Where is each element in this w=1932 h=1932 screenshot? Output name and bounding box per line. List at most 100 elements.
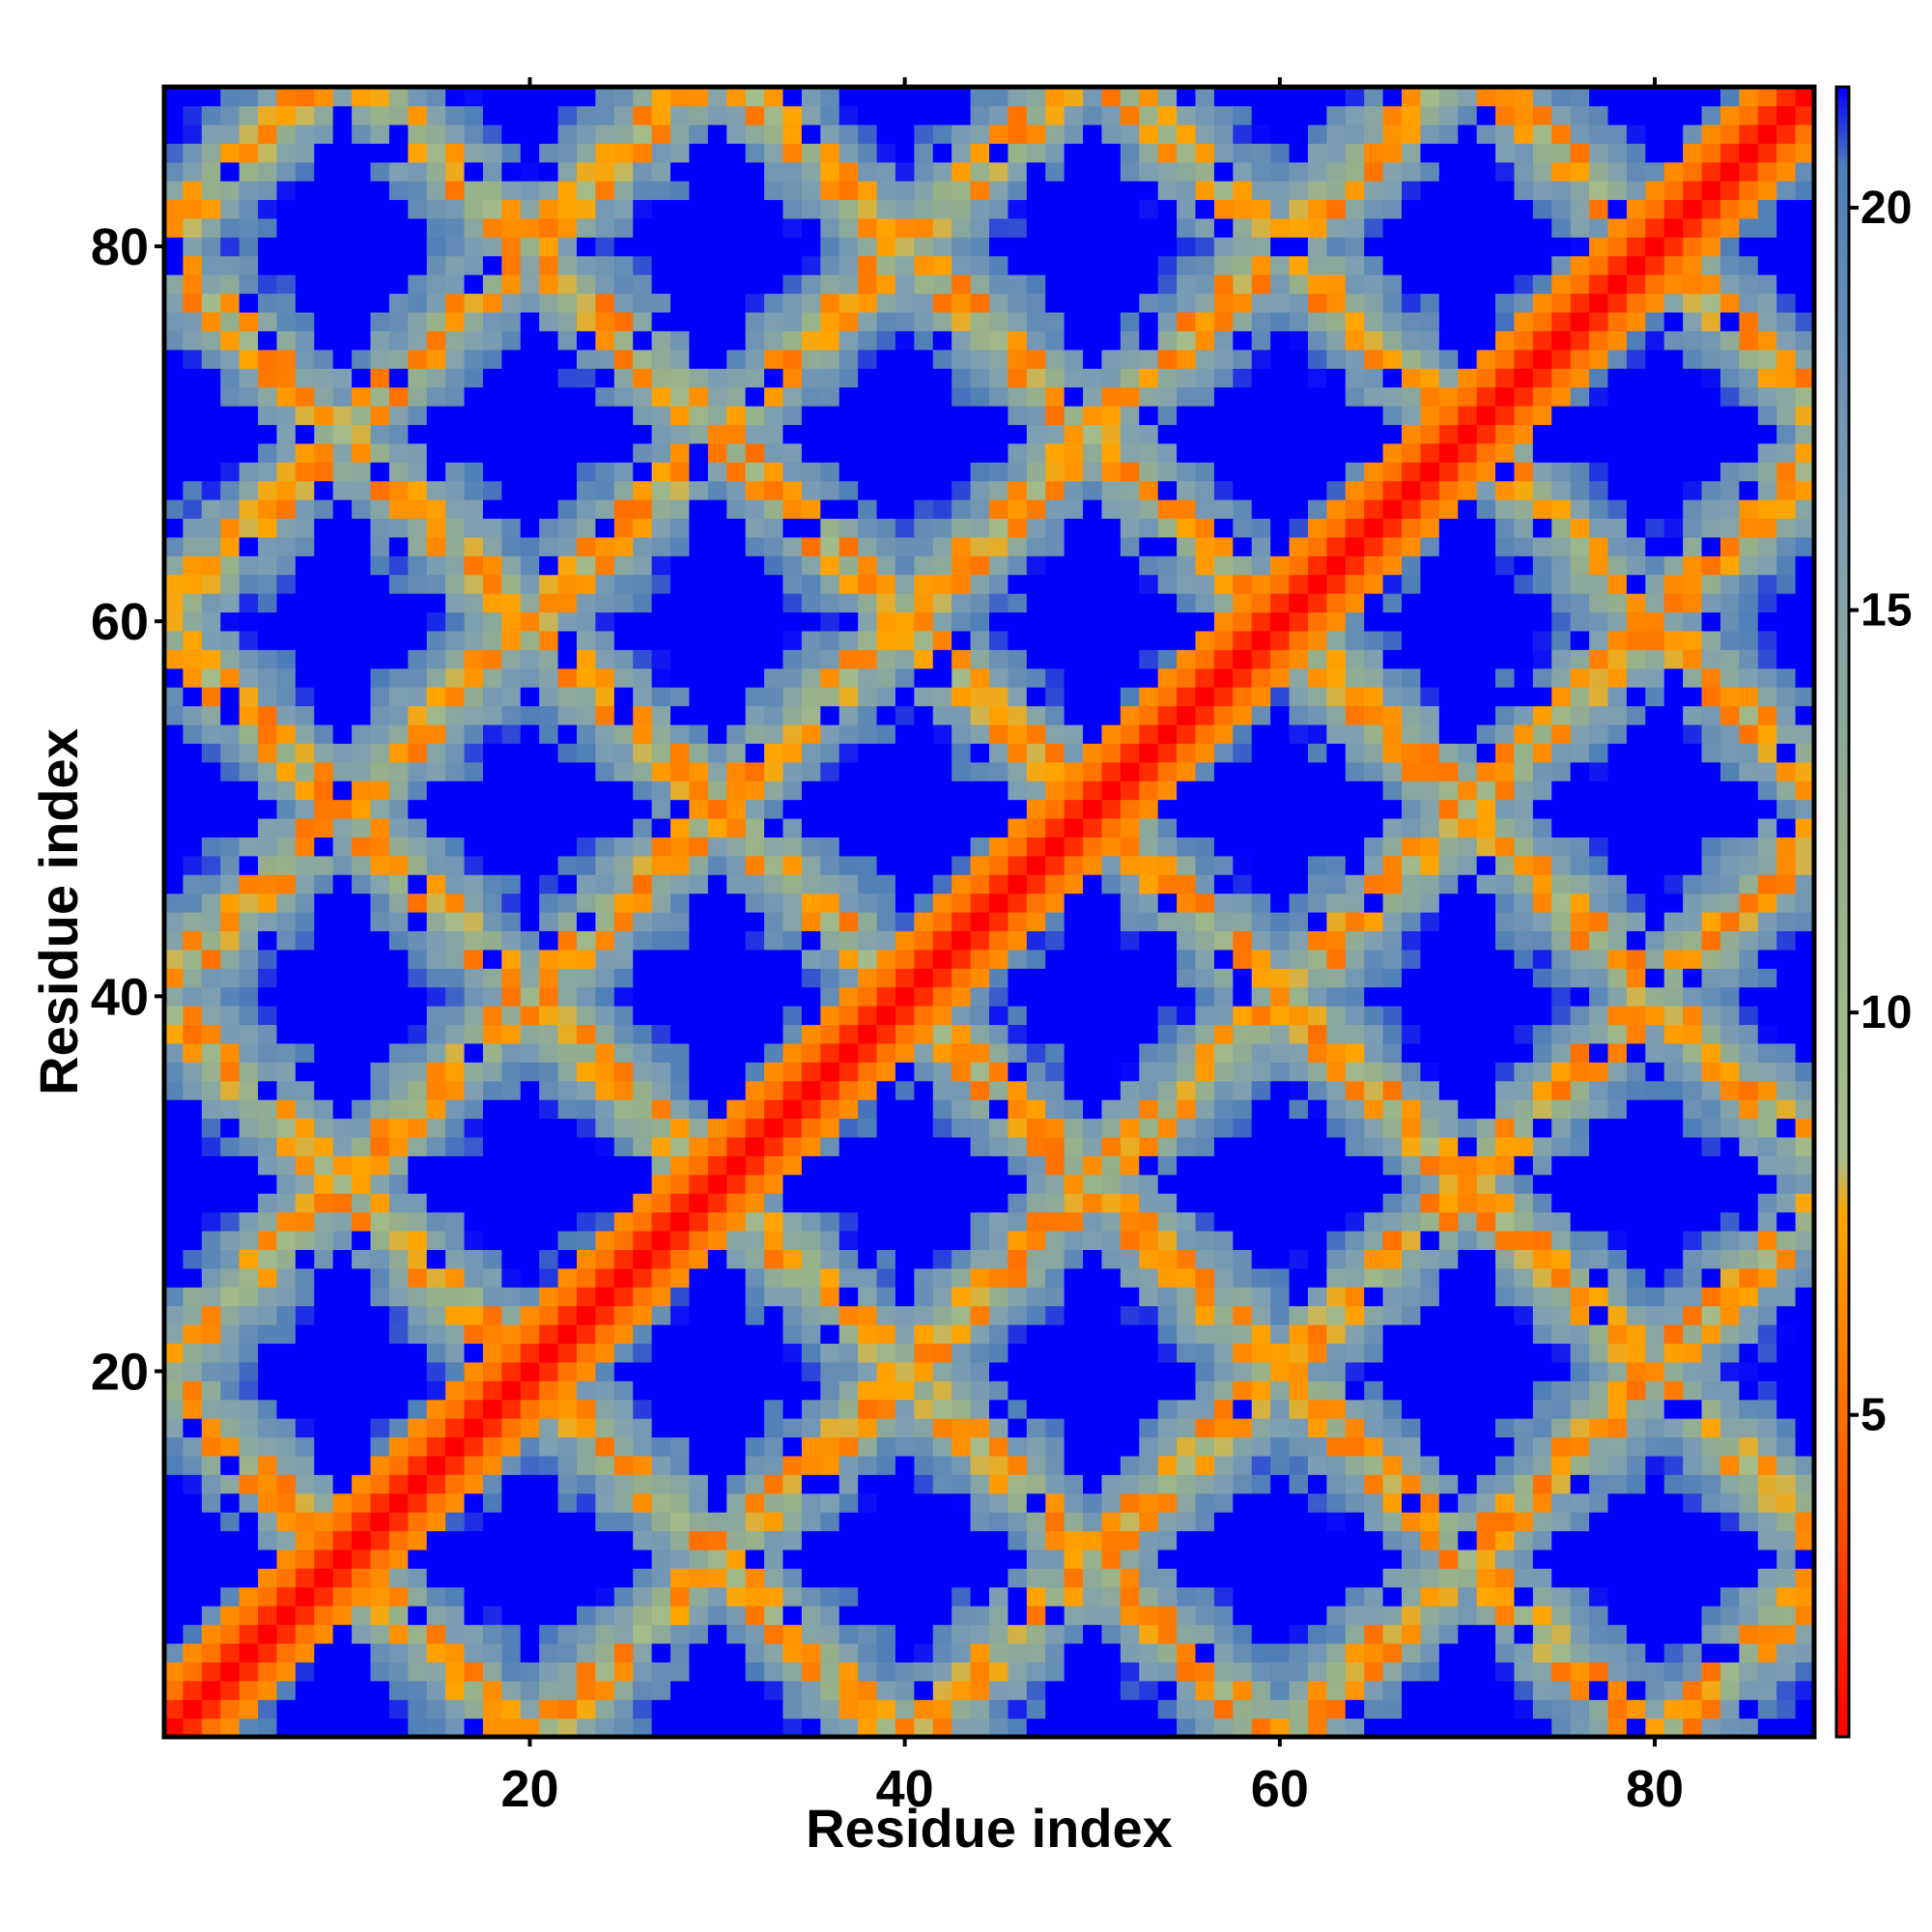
heatmap-cell bbox=[314, 1305, 334, 1325]
heatmap-cell bbox=[1514, 1586, 1534, 1606]
heatmap-cell bbox=[370, 968, 390, 988]
heatmap-cell bbox=[1476, 1343, 1496, 1363]
heatmap-cell bbox=[1120, 1699, 1140, 1719]
heatmap-cell bbox=[1101, 1605, 1122, 1626]
heatmap-cell bbox=[1514, 949, 1534, 969]
heatmap-cell bbox=[1776, 817, 1797, 838]
heatmap-cell bbox=[1233, 1080, 1253, 1100]
heatmap-cell bbox=[1551, 1474, 1572, 1494]
heatmap-cell bbox=[1776, 949, 1797, 969]
heatmap-cell bbox=[1064, 1080, 1084, 1100]
heatmap-cell bbox=[1570, 1680, 1590, 1700]
heatmap-cell bbox=[276, 1287, 297, 1307]
heatmap-cell bbox=[426, 1287, 446, 1307]
heatmap-cell bbox=[876, 1006, 896, 1026]
heatmap-cell bbox=[1195, 912, 1215, 932]
heatmap-cell bbox=[651, 1699, 671, 1719]
heatmap-cell bbox=[314, 1455, 334, 1475]
heatmap-cell bbox=[426, 1136, 446, 1156]
heatmap-cell bbox=[577, 874, 597, 895]
heatmap-cell bbox=[801, 1380, 821, 1401]
heatmap-cell bbox=[1064, 1174, 1084, 1194]
heatmap-cell bbox=[520, 705, 540, 725]
heatmap-cell bbox=[670, 1474, 691, 1494]
heatmap-cell bbox=[895, 912, 915, 932]
heatmap-cell bbox=[1719, 1399, 1740, 1419]
heatmap-cell bbox=[220, 1624, 241, 1644]
heatmap-cell bbox=[1663, 1530, 1684, 1550]
heatmap-cell bbox=[1289, 799, 1309, 819]
heatmap-cell bbox=[408, 1343, 428, 1363]
heatmap-cell bbox=[164, 837, 185, 857]
heatmap-cell bbox=[1683, 1118, 1703, 1138]
heatmap-cell bbox=[764, 1006, 784, 1026]
heatmap-cell bbox=[314, 1193, 334, 1213]
heatmap-cell bbox=[445, 1361, 466, 1381]
heatmap-cell bbox=[426, 1193, 446, 1213]
heatmap-cell bbox=[989, 837, 1009, 857]
heatmap-cell bbox=[1663, 1042, 1684, 1063]
heatmap-cell bbox=[1626, 874, 1646, 895]
heatmap-cell bbox=[408, 893, 428, 913]
heatmap-cell bbox=[1476, 1099, 1496, 1120]
heatmap-cell bbox=[1626, 1099, 1646, 1120]
heatmap-cell bbox=[670, 761, 691, 781]
heatmap-cell bbox=[858, 1699, 878, 1719]
heatmap-cell bbox=[426, 1530, 446, 1550]
heatmap-cell bbox=[1382, 1418, 1403, 1438]
heatmap-cell bbox=[764, 1436, 784, 1457]
heatmap-cell bbox=[1739, 1099, 1759, 1120]
heatmap-cell bbox=[276, 1174, 297, 1194]
heatmap-cell bbox=[932, 1399, 952, 1419]
heatmap-cell bbox=[1739, 1249, 1759, 1269]
heatmap-cell bbox=[332, 1699, 353, 1719]
heatmap-cell bbox=[1757, 799, 1777, 819]
heatmap-cell bbox=[1345, 781, 1365, 801]
heatmap-cell bbox=[595, 1642, 615, 1662]
heatmap-cell bbox=[726, 1118, 747, 1138]
heatmap-cell bbox=[820, 837, 840, 857]
heatmap-cell bbox=[1476, 1305, 1496, 1325]
heatmap-cell bbox=[670, 1287, 691, 1307]
heatmap-cell bbox=[1120, 949, 1140, 969]
heatmap-cell bbox=[670, 1718, 691, 1738]
heatmap-cell bbox=[370, 781, 390, 801]
heatmap-cell bbox=[239, 1305, 259, 1325]
heatmap-cell bbox=[838, 1042, 859, 1063]
heatmap-cell bbox=[970, 1024, 990, 1044]
heatmap-cell bbox=[1157, 837, 1178, 857]
heatmap-cell bbox=[1663, 1399, 1684, 1419]
heatmap-cell bbox=[370, 743, 390, 763]
heatmap-cell bbox=[1064, 1474, 1084, 1494]
heatmap-cell bbox=[426, 1605, 446, 1626]
heatmap-cell bbox=[314, 817, 334, 838]
heatmap-cell bbox=[1139, 1155, 1159, 1176]
heatmap-cell bbox=[1195, 1118, 1215, 1138]
heatmap-cell bbox=[1645, 1436, 1665, 1457]
heatmap-cell bbox=[332, 1418, 353, 1438]
heatmap-cell bbox=[1064, 1042, 1084, 1063]
heatmap-cell bbox=[183, 1324, 203, 1345]
heatmap-cell bbox=[520, 1474, 540, 1494]
heatmap-cell bbox=[1402, 1568, 1422, 1588]
heatmap-cell bbox=[1551, 893, 1572, 913]
heatmap-cell bbox=[239, 1230, 259, 1250]
heatmap-cell bbox=[1157, 1118, 1178, 1138]
heatmap-cell bbox=[1026, 1230, 1046, 1250]
heatmap-cell bbox=[1157, 1155, 1178, 1176]
heatmap-cell bbox=[1458, 1586, 1478, 1606]
heatmap-cell bbox=[1683, 968, 1703, 988]
heatmap-cell bbox=[707, 1699, 727, 1719]
heatmap-cell bbox=[1645, 1530, 1665, 1550]
heatmap-cell bbox=[370, 1436, 390, 1457]
heatmap-cell bbox=[745, 1418, 765, 1438]
heatmap-cell bbox=[388, 1155, 409, 1176]
heatmap-cell bbox=[1739, 1399, 1759, 1419]
heatmap-cell bbox=[595, 817, 615, 838]
heatmap-cell bbox=[352, 1380, 372, 1401]
heatmap-cell bbox=[1289, 1174, 1309, 1194]
heatmap-cell bbox=[633, 930, 653, 951]
heatmap-cell bbox=[707, 1361, 727, 1381]
heatmap-cell bbox=[1719, 1324, 1740, 1345]
heatmap-cell bbox=[408, 837, 428, 857]
